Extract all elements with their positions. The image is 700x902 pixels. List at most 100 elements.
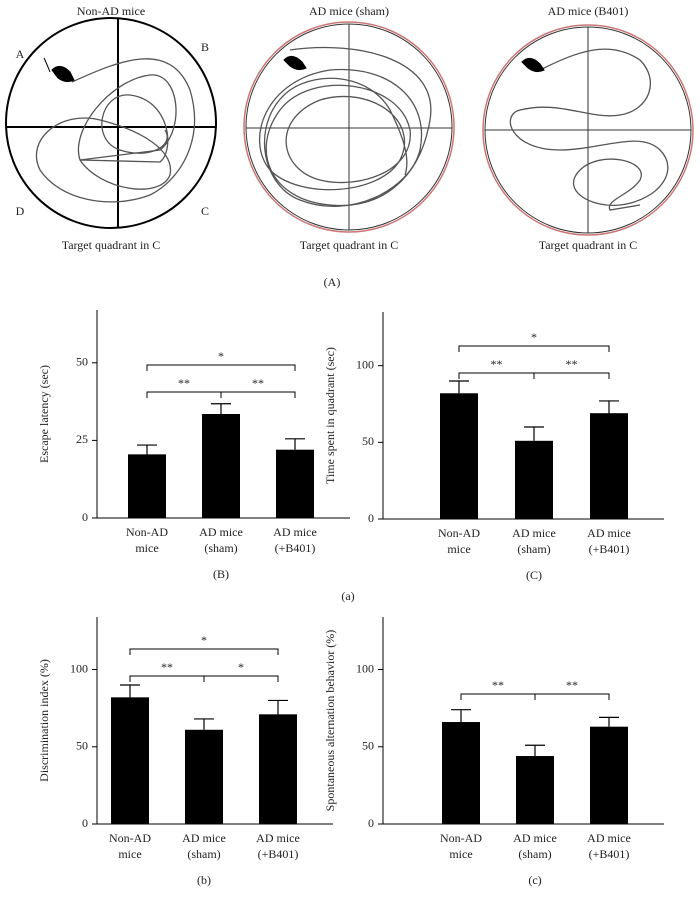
error-bar [268, 699, 288, 715]
error-bar [137, 444, 157, 455]
x-tick-label: mice [135, 541, 158, 555]
error-bar [285, 438, 305, 450]
y-tick-label: 100 [70, 661, 88, 675]
chart-caption: (B) [213, 567, 229, 581]
significance-bracket [146, 391, 222, 398]
x-tick-label: (sham) [518, 847, 551, 861]
x-tick-label: Non-AD [126, 525, 168, 539]
y-axis-label: Discrimination index (%) [37, 659, 51, 782]
bar [440, 393, 478, 519]
y-tick-label: 0 [368, 511, 374, 525]
x-tick-label: Non-AD [440, 831, 482, 845]
error-bar [524, 426, 544, 441]
x-tick-label: (+B401) [258, 847, 299, 861]
y-tick-label: 0 [82, 816, 88, 830]
y-axis-label: Time spent in quadrant (sec) [323, 347, 337, 484]
x-tick-label: AD mice [512, 526, 556, 540]
significance-label: ** [252, 376, 264, 390]
error-bar [194, 718, 214, 730]
panel-label: (a) [341, 589, 354, 603]
x-tick-label: AD mice [513, 831, 557, 845]
significance-bracket [458, 345, 610, 352]
significance-label: ** [178, 376, 190, 390]
bar [516, 756, 554, 824]
significance-bracket [533, 372, 610, 379]
bar [590, 413, 628, 519]
maze-title: Non-AD mice [77, 4, 145, 18]
error-bar [599, 400, 619, 414]
y-axis-label: Escape latency (sec) [37, 365, 51, 463]
chart-caption: (b) [197, 873, 211, 887]
error-bar [525, 744, 545, 757]
x-tick-label: (+B401) [589, 542, 630, 556]
significance-bracket [458, 372, 535, 379]
significance-label: ** [491, 357, 503, 371]
bar [590, 726, 628, 824]
maze-non-ad [5, 17, 217, 229]
x-tick-label: Non-AD [438, 526, 480, 540]
maze-ad-sham [243, 21, 455, 233]
bar [442, 722, 480, 824]
bar [111, 697, 149, 824]
error-bar [449, 380, 469, 394]
error-bar [599, 716, 619, 727]
chart-caption: (c) [528, 873, 541, 887]
x-tick-label: AD mice [199, 525, 243, 539]
significance-bracket [534, 693, 610, 700]
bar [185, 729, 223, 824]
significance-bracket [129, 648, 279, 655]
maze-ad-b401 [482, 24, 694, 236]
x-tick-label: (sham) [517, 542, 550, 556]
x-tick-label: AD mice [256, 831, 300, 845]
y-tick-label: 50 [76, 739, 88, 753]
x-tick-label: (+B401) [275, 541, 316, 555]
bar [128, 454, 166, 518]
chart-caption: (C) [526, 568, 542, 582]
significance-label: ** [161, 660, 173, 674]
y-tick-label: 25 [76, 432, 88, 446]
x-tick-label: Non-AD [109, 831, 151, 845]
x-tick-label: mice [449, 847, 472, 861]
x-tick-label: AD mice [273, 525, 317, 539]
significance-label: * [201, 633, 207, 647]
x-tick-label: mice [447, 542, 470, 556]
maze-caption: Target quadrant in C [300, 238, 399, 252]
bar [515, 440, 553, 519]
error-bar [211, 403, 231, 414]
panel-label: (A) [324, 275, 341, 289]
significance-bracket [203, 675, 279, 682]
significance-label: * [238, 660, 244, 674]
significance-bracket [146, 364, 296, 371]
maze-title: AD mice (B401) [548, 4, 629, 18]
x-tick-label: (sham) [204, 541, 237, 555]
y-tick-label: 0 [368, 816, 374, 830]
x-tick-label: (+B401) [589, 847, 630, 861]
bar [276, 449, 314, 518]
bar [202, 414, 240, 518]
significance-bracket [129, 675, 205, 682]
significance-label: ** [566, 357, 578, 371]
y-tick-label: 50 [362, 739, 374, 753]
error-bar [120, 684, 140, 698]
quadrant-label: D [16, 204, 25, 218]
significance-label: * [531, 330, 537, 344]
y-tick-label: 100 [356, 661, 374, 675]
y-axis-label: Spontaneous alternation behavior (%) [323, 630, 337, 812]
x-tick-label: (sham) [187, 847, 220, 861]
significance-label: ** [492, 678, 504, 692]
quadrant-label: C [201, 204, 209, 218]
significance-bracket [460, 693, 536, 700]
maze-caption: Target quadrant in C [539, 238, 638, 252]
maze-caption: Target quadrant in C [62, 238, 161, 252]
x-tick-label: AD mice [587, 526, 631, 540]
significance-label: * [218, 349, 224, 363]
error-bar [451, 709, 471, 723]
y-tick-label: 100 [356, 357, 374, 371]
x-tick-label: mice [118, 847, 141, 861]
y-tick-label: 0 [82, 510, 88, 524]
significance-bracket [220, 391, 296, 398]
x-tick-label: AD mice [182, 831, 226, 845]
quadrant-label: B [201, 40, 209, 54]
significance-label: ** [566, 678, 578, 692]
